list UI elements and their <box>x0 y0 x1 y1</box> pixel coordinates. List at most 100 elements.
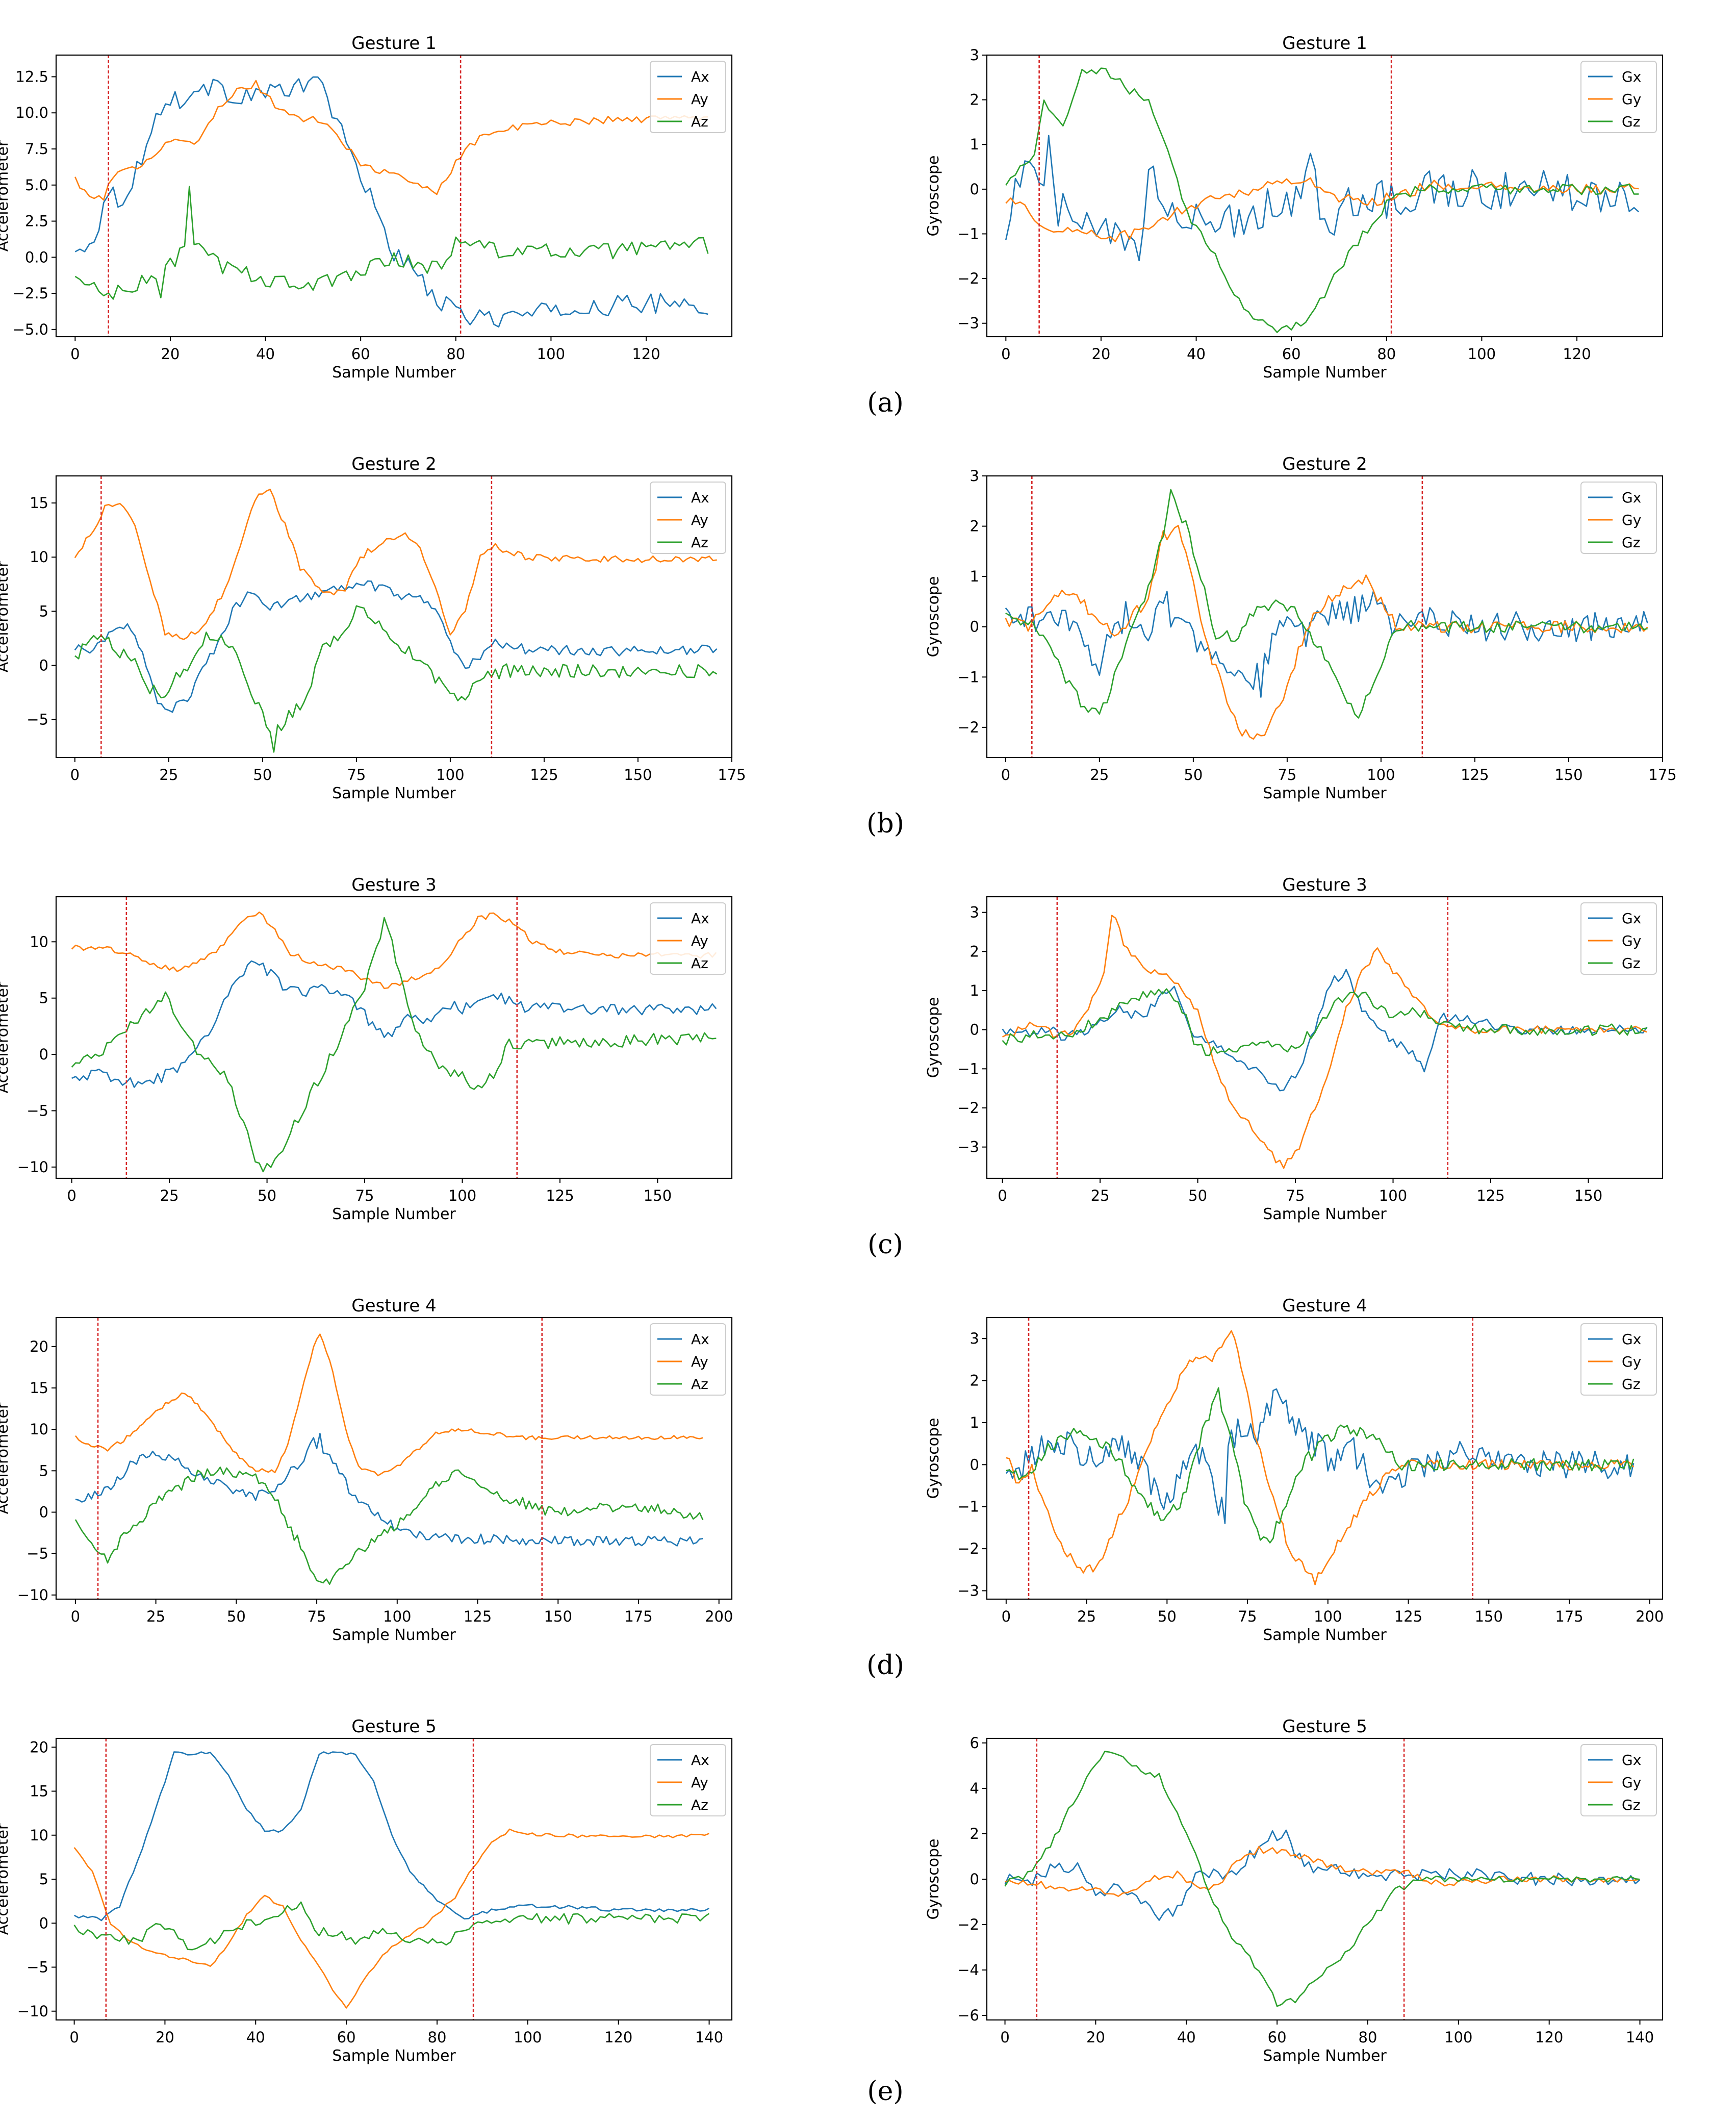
legend: Gx Gy Gz <box>1580 1323 1657 1396</box>
y-axis-label: Gyroscope <box>925 1838 942 1919</box>
x-tick-label: 125 <box>1461 766 1489 784</box>
y-tick-label: −1 <box>957 668 979 686</box>
chart-6: Gesture 3 0 25 50 75 100 125 150 −3 −2 −1 0 1 2 3 Sampl… <box>925 875 1664 1223</box>
x-tick-label: 20 <box>1086 2029 1105 2046</box>
x-tick-label: 140 <box>1626 2029 1654 2046</box>
legend-label-ay: Ay <box>691 1353 708 1370</box>
y-tick-label: 2 <box>970 1372 979 1389</box>
chart-title: Gesture 1 <box>1282 33 1367 54</box>
y-tick-label: 0 <box>970 1871 979 1888</box>
legend-box <box>1580 61 1657 133</box>
legend-label-gx: Gx <box>1622 1331 1641 1348</box>
series-line-gy <box>1006 1330 1635 1585</box>
x-tick-label: 60 <box>1282 345 1301 363</box>
x-tick-label: 40 <box>1177 2029 1196 2046</box>
x-tick-label: 40 <box>1187 345 1206 363</box>
series-line-gx <box>1005 135 1640 262</box>
axes-frame <box>55 896 733 1179</box>
legend: Ax Ay Az <box>650 1323 726 1396</box>
legend-label-gx: Gx <box>1622 1752 1641 1768</box>
y-tick-label: 1 <box>970 1414 979 1431</box>
plot-area <box>74 1318 704 1599</box>
y-tick-label: 7.5 <box>25 140 48 158</box>
x-tick-label: 20 <box>1091 345 1110 363</box>
plot-area <box>74 55 709 337</box>
y-tick-label: 0 <box>39 657 48 674</box>
y-axis-label: Accelerometer <box>0 1823 12 1935</box>
x-tick-label: 140 <box>695 2029 723 2046</box>
x-tick-label: 200 <box>705 1608 733 1625</box>
y-tick-label: −2 <box>957 1540 979 1557</box>
x-tick-label: 50 <box>253 766 272 784</box>
series-line-gz <box>1005 67 1639 333</box>
x-tick-label: 50 <box>1184 766 1203 784</box>
y-tick-label: −4 <box>957 1961 979 1979</box>
legend-label-gz: Gz <box>1622 534 1640 551</box>
series-line-ax <box>73 1751 710 1922</box>
x-tick-label: 0 <box>1002 1608 1011 1625</box>
x-tick-label: 20 <box>161 345 180 363</box>
x-tick-label: 25 <box>160 1187 179 1204</box>
legend-label-gz: Gz <box>1622 1797 1640 1813</box>
series-line-ay <box>73 1828 709 2009</box>
series-line-gx <box>1002 969 1648 1092</box>
legend-label-gy: Gy <box>1622 512 1641 528</box>
y-tick-label: 10 <box>30 1827 48 1844</box>
x-tick-label: 80 <box>1359 2029 1377 2046</box>
y-tick-label: −5 <box>27 1545 48 1562</box>
x-tick-label: 80 <box>428 2029 447 2046</box>
legend-label-ax: Ax <box>691 1752 709 1768</box>
series-line-gx <box>1005 1388 1635 1524</box>
x-axis-label: Sample Number <box>1263 1205 1387 1223</box>
x-tick-label: 150 <box>644 1187 672 1204</box>
legend: Gx Gy Gz <box>1580 902 1657 975</box>
x-tick-label: 40 <box>256 345 275 363</box>
chart-8: Gesture 4 0 25 50 75 100 125 150 175 200 −3 −2 −1 0 1 2… <box>925 1296 1664 1644</box>
series-line-ay <box>74 1333 703 1477</box>
y-tick-label: −5 <box>27 1959 48 1976</box>
legend: Ax Ay Az <box>650 1744 726 1816</box>
legend-label-gz: Gz <box>1622 1376 1640 1393</box>
chart-title: Gesture 4 <box>1282 1296 1367 1316</box>
y-tick-label: 12.5 <box>15 68 48 85</box>
x-tick-label: 0 <box>70 766 80 784</box>
legend-label-gy: Gy <box>1622 932 1641 949</box>
plot-area <box>1005 476 1648 757</box>
legend-label-ay: Ay <box>691 932 708 949</box>
legend-label-az: Az <box>691 534 708 551</box>
legend-label-gx: Gx <box>1622 489 1641 506</box>
subfigure-label-e: (e) <box>867 2076 904 2107</box>
x-tick-label: 175 <box>1555 1608 1583 1625</box>
legend-label-gy: Gy <box>1622 1353 1641 1370</box>
y-tick-label: 3 <box>970 1330 979 1347</box>
chart-title: Gesture 5 <box>351 1716 436 1737</box>
y-tick-label: 10 <box>30 933 48 950</box>
y-tick-label: −2 <box>957 719 979 736</box>
series-line-gy <box>1005 177 1639 242</box>
legend-label-ay: Ay <box>691 1774 708 1791</box>
axes-frame <box>986 54 1664 338</box>
x-tick-label: 120 <box>1535 2029 1563 2046</box>
x-tick-label: 0 <box>1000 2029 1009 2046</box>
plot-area <box>73 1738 710 2020</box>
x-tick-label: 100 <box>1444 2029 1472 2046</box>
x-tick-label: 100 <box>1468 345 1496 363</box>
y-tick-label: −3 <box>957 1582 979 1600</box>
y-tick-label: −10 <box>17 1586 48 1604</box>
y-tick-label: 0 <box>39 1504 48 1521</box>
x-tick-label: 100 <box>537 345 565 363</box>
x-tick-label: 40 <box>246 2029 265 2046</box>
axes-frame <box>986 1737 1664 2021</box>
x-tick-label: 0 <box>71 1608 80 1625</box>
series-line-ay <box>74 488 717 640</box>
subfigure-label-c: (c) <box>867 1229 903 1260</box>
legend: Gx Gy Gz <box>1580 61 1657 133</box>
y-tick-label: 5 <box>39 1871 48 1888</box>
legend-label-gy: Gy <box>1622 1774 1641 1791</box>
y-tick-label: −3 <box>957 315 979 332</box>
legend-box <box>1580 482 1657 554</box>
y-tick-label: 4 <box>970 1780 979 1797</box>
x-tick-label: 100 <box>383 1608 411 1625</box>
x-tick-label: 0 <box>67 1187 76 1204</box>
